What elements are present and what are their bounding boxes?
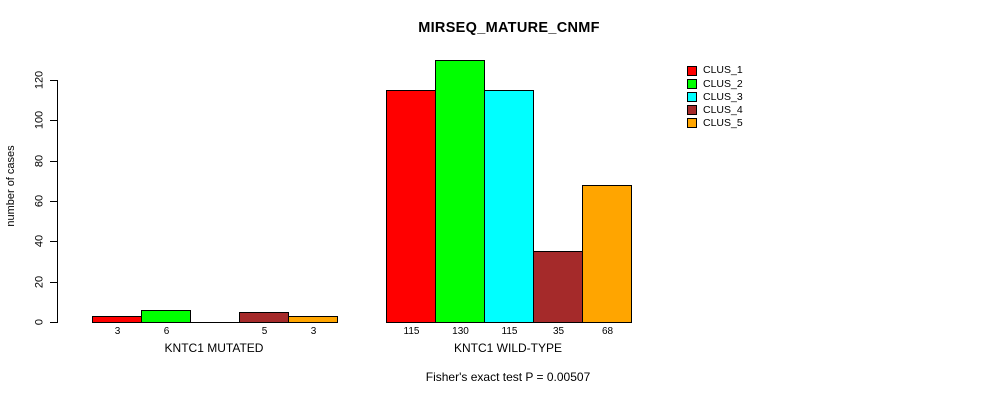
legend-item-clus_4: CLUS_4 <box>687 104 743 117</box>
legend-swatch-clus_4 <box>687 105 697 116</box>
bar-value-label: 115 <box>403 326 420 337</box>
bar-value-label: 115 <box>501 326 518 337</box>
legend-swatch-clus_3 <box>687 91 697 102</box>
bar-value-label: 68 <box>601 326 614 337</box>
y-tick <box>50 201 58 202</box>
legend: CLUS_1 CLUS_2 CLUS_3 CLUS_4 CLUS_5 <box>687 64 743 130</box>
legend-item-clus_3: CLUS_3 <box>687 90 743 103</box>
bar-value-label: 130 <box>452 326 469 337</box>
bar-value-label: 3 <box>114 326 121 337</box>
chart-title: MIRSEQ_MATURE_CNMF <box>418 20 600 36</box>
bar-clus_4-group-1 <box>239 312 289 323</box>
legend-item-clus_5: CLUS_5 <box>687 117 743 130</box>
group-label-kntc1-mutated: KNTC1 MUTATED <box>164 341 264 355</box>
y-tick <box>50 120 58 121</box>
y-tick-label: 0 <box>33 318 46 326</box>
y-axis-label: number of cases <box>5 145 17 227</box>
bar-clus_3-group-2 <box>484 90 534 323</box>
y-tick <box>50 161 58 162</box>
legend-item-clus_2: CLUS_2 <box>687 77 743 90</box>
bar-value-label: 5 <box>261 326 268 337</box>
legend-label-clus_1: CLUS_1 <box>703 64 743 77</box>
y-tick <box>50 322 58 323</box>
x-baseline-group-1 <box>92 322 338 323</box>
bar-value-label: 6 <box>163 326 170 337</box>
y-tick <box>50 80 58 81</box>
group-label-kntc1-wild-type: KNTC1 WILD-TYPE <box>453 341 563 355</box>
bar-clus_1-group-1 <box>92 316 142 323</box>
y-tick-label: 60 <box>33 194 46 208</box>
legend-swatch-clus_5 <box>687 118 697 129</box>
y-tick-label: 20 <box>33 275 46 289</box>
y-tick <box>50 241 58 242</box>
bar-clus_1-group-2 <box>386 90 436 323</box>
bar-clus_2-group-2 <box>435 60 485 323</box>
y-tick <box>50 282 58 283</box>
y-tick-label: 120 <box>33 70 46 90</box>
bar-clus_5-group-1 <box>288 316 338 323</box>
legend-label-clus_5: CLUS_5 <box>703 117 743 130</box>
legend-swatch-clus_2 <box>687 78 697 89</box>
legend-label-clus_3: CLUS_3 <box>703 90 743 103</box>
bar-clus_5-group-2 <box>582 185 632 323</box>
y-tick-label: 100 <box>33 110 46 130</box>
bar-clus_4-group-2 <box>533 251 583 323</box>
fisher-exact-test-annotation: Fisher's exact test P = 0.00507 <box>425 370 591 384</box>
bar-value-label: 3 <box>310 326 317 337</box>
y-tick-label: 40 <box>33 234 46 248</box>
y-tick-label: 80 <box>33 154 46 168</box>
bar-value-label: 35 <box>552 326 565 337</box>
bar-clus_2-group-1 <box>141 310 191 323</box>
legend-swatch-clus_1 <box>687 65 697 76</box>
legend-item-clus_1: CLUS_1 <box>687 64 743 77</box>
legend-label-clus_4: CLUS_4 <box>703 103 743 116</box>
legend-label-clus_2: CLUS_2 <box>703 77 743 90</box>
